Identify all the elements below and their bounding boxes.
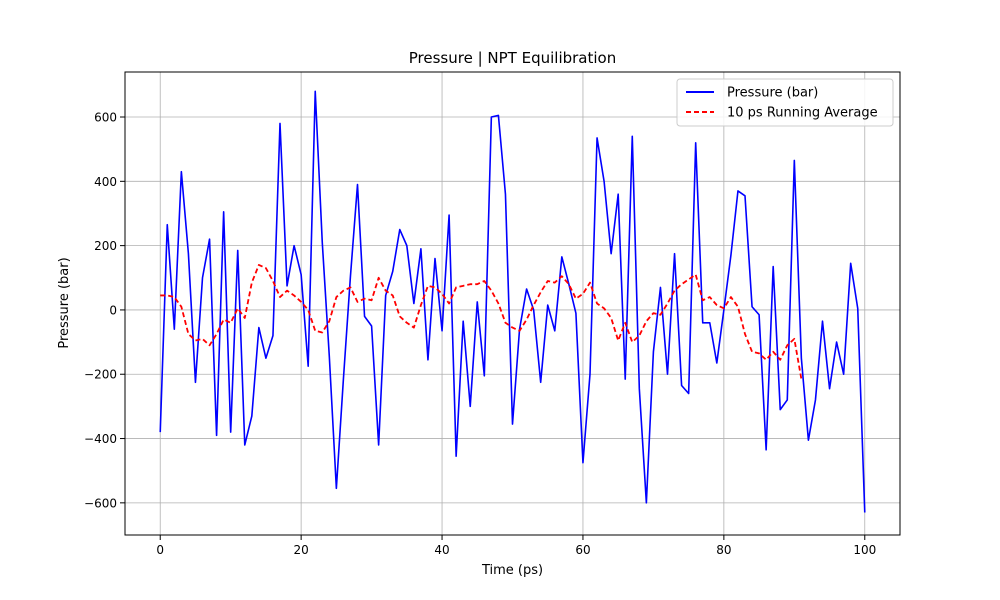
y-axis-label: Pressure (bar): [57, 257, 72, 348]
series-layer: [159, 90, 866, 513]
y-tick-label: 400: [94, 175, 117, 189]
plot-frame: [124, 71, 901, 536]
series-line-running-average: [160, 264, 803, 380]
x-tick-label: 60: [575, 543, 590, 557]
y-tick-label: 0: [109, 303, 117, 317]
y-tick-label: 600: [94, 111, 117, 125]
y-axis: −600 −400 −200 0 200 400 600: [84, 111, 125, 510]
x-tick-label: 0: [156, 543, 164, 557]
x-axis: 0 20 40 60 80 100: [156, 535, 876, 557]
legend-box: [676, 78, 894, 127]
y-tick-label: −200: [84, 368, 117, 382]
y-tick-label: 200: [94, 239, 117, 253]
x-tick-label: 20: [293, 543, 308, 557]
series-line-pressure: [159, 90, 866, 513]
chart-title: Pressure | NPT Equilibration: [409, 49, 616, 67]
x-tick-label: 40: [434, 543, 449, 557]
y-tick-label: −400: [84, 432, 117, 446]
legend-label-pressure: Pressure (bar): [727, 86, 818, 101]
y-tick-label: −600: [84, 496, 117, 510]
x-tick-label: 100: [853, 543, 876, 557]
x-axis-label: Time (ps): [481, 563, 543, 578]
legend: Pressure (bar) 10 ps Running Average: [676, 78, 894, 127]
x-tick-label: 80: [716, 543, 731, 557]
legend-label-running-average: 10 ps Running Average: [727, 106, 878, 121]
